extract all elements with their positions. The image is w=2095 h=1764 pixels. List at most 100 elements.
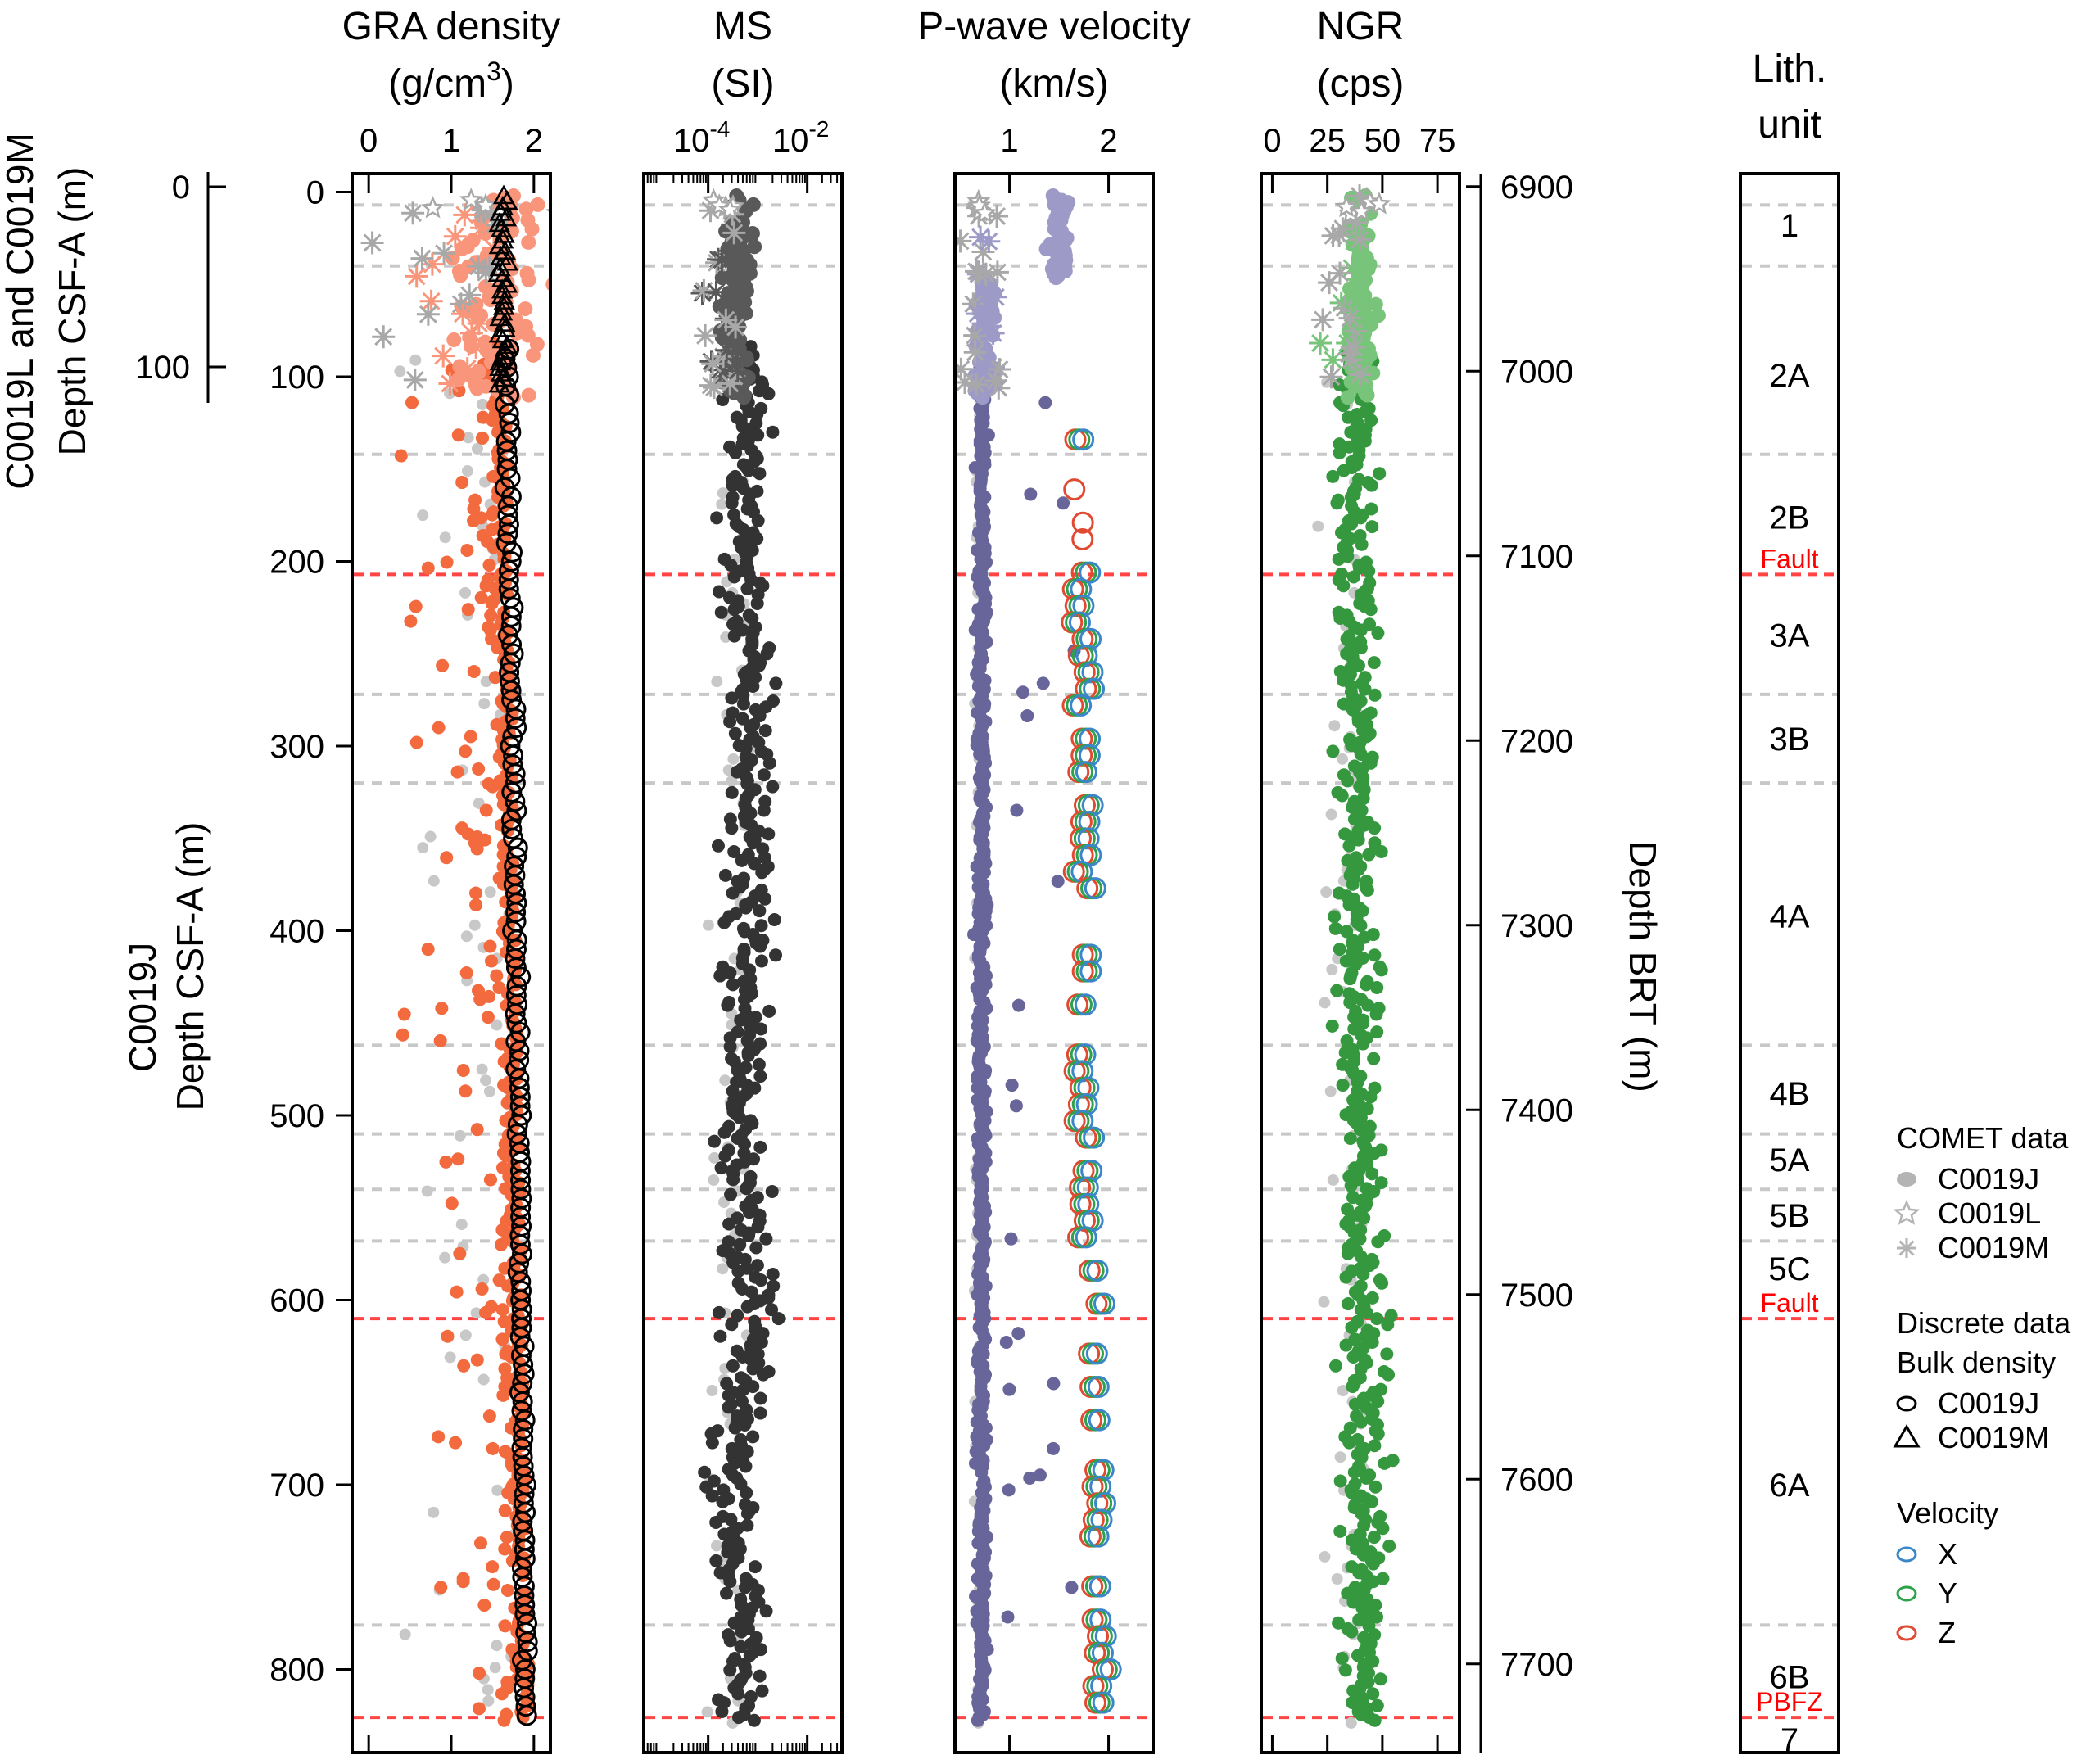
upper-axis-label-hole: C0019L and C0019M xyxy=(0,133,41,490)
comet-point-c0019j xyxy=(740,1034,754,1047)
comet-point-c0019j xyxy=(715,1704,729,1718)
comet-point-c0019j xyxy=(1354,1415,1368,1429)
comet-point-c0019j xyxy=(1333,1474,1347,1488)
comet-point-c0019m xyxy=(529,337,545,352)
comet-gray-point xyxy=(1312,520,1324,532)
comet-point-c0019j xyxy=(716,1495,730,1508)
comet-point-c0019j xyxy=(1364,478,1378,492)
comet-point-c0019j xyxy=(1339,1270,1353,1284)
lith-unit-label: 6A xyxy=(1770,1468,1810,1504)
lith-unit-label: 2B xyxy=(1770,500,1810,536)
velocity-x xyxy=(1088,1409,1111,1432)
comet-point-c0019j xyxy=(1371,1427,1385,1441)
asterisk-c0019m xyxy=(722,221,746,245)
asterisk-c0019m xyxy=(718,372,742,396)
comet-point-c0019j xyxy=(731,1687,745,1701)
comet-point-c0019j xyxy=(750,596,764,610)
comet-point-c0019j xyxy=(1354,919,1368,933)
comet-point-c0019j xyxy=(500,1531,514,1545)
comet-point-c0019j xyxy=(741,464,755,477)
comet-gray-point xyxy=(480,1074,492,1087)
comet-point-c0019j xyxy=(753,1669,767,1683)
legend-velocity-circle-icon xyxy=(1896,1546,1917,1563)
brt-axis-label: Depth BRT (m) xyxy=(1622,840,1664,1092)
velocity-x xyxy=(1087,1376,1110,1399)
asterisk-c0019m xyxy=(1328,261,1351,285)
comet-point-c0019j xyxy=(753,467,767,481)
comet-point-c0019j xyxy=(727,629,741,643)
asterisk-c0019m xyxy=(420,252,444,276)
lith-unit-label: 2A xyxy=(1770,358,1810,394)
comet-point-c0019j xyxy=(409,599,423,613)
comet-point-c0019j xyxy=(735,712,749,726)
comet-point-c0019j xyxy=(451,428,465,442)
comet-gray-point xyxy=(1331,1573,1343,1585)
panel-data-ms xyxy=(645,188,840,1729)
comet-point-c0019j xyxy=(482,559,496,572)
comet-point-c0019m xyxy=(518,301,533,317)
comet-point-c0019j xyxy=(1371,1235,1385,1249)
star-c0019l xyxy=(972,201,997,224)
asterisk-c0019m xyxy=(416,302,440,326)
asterisk-c0019m xyxy=(722,343,746,367)
comet-point-c0019j xyxy=(734,1640,748,1653)
comet-point-c0019j xyxy=(754,1335,768,1349)
comet-point-c0019j xyxy=(1368,688,1382,702)
comet-point-c0019j xyxy=(736,697,750,711)
comet-point-c0019m xyxy=(521,272,536,287)
comet-point-c0019j xyxy=(739,901,753,915)
comet-point-c0019j xyxy=(752,1057,766,1071)
comet-point-c0019j xyxy=(475,1282,489,1296)
asterisk-c0019m xyxy=(985,260,1009,284)
asterisk-c0019m xyxy=(1339,348,1363,372)
comet-point-c0019j xyxy=(475,431,489,445)
comet-point-c0019m xyxy=(520,328,536,343)
asterisk-c0019m xyxy=(955,357,973,381)
comet-point-c0019j xyxy=(725,785,739,799)
panel-frame xyxy=(953,172,1155,1754)
brt-tick-label: 6900 xyxy=(1500,170,1573,206)
asterisk-c0019m xyxy=(403,368,427,391)
y-tick-label: 100 xyxy=(269,360,324,396)
comet-point-c0019j xyxy=(760,647,774,661)
comet-gray-point xyxy=(394,365,406,378)
comet-point-c0019j xyxy=(453,1246,467,1260)
panel-title: NGR xyxy=(1317,5,1405,48)
bulk-density-c0019m xyxy=(496,251,519,271)
velocity-x xyxy=(1092,1691,1115,1714)
comet-gray-point xyxy=(477,1273,490,1286)
comet-point-c0019j xyxy=(1370,1610,1384,1624)
velocity-x xyxy=(1079,960,1102,983)
legend-bulk-label: C0019M xyxy=(1938,1421,2049,1454)
comet-point-c0019j xyxy=(1335,1651,1349,1665)
left-depth-axis: 0 100 200 300 400 500 600 700 800 C0019J Depth CSF… xyxy=(121,175,352,1689)
panel-frame xyxy=(1260,172,1461,1754)
comet-point-c0019j xyxy=(705,1436,719,1450)
comet-gray-point xyxy=(477,1373,490,1386)
comet-point-c0019j xyxy=(762,827,776,841)
comet-point-c0019j xyxy=(726,978,740,992)
comet-point-c0019j xyxy=(718,868,732,882)
comet-point-c0019j xyxy=(742,1229,756,1243)
comet-point-c0019j xyxy=(725,691,739,705)
comet-gray-point xyxy=(726,775,738,787)
comet-point-c0019m xyxy=(524,221,540,237)
comet-point-c0019j xyxy=(708,1134,722,1148)
comet-point-c0019j xyxy=(757,803,771,817)
comet-point-c0019j xyxy=(479,1305,493,1319)
velocity-x xyxy=(1075,761,1097,784)
upper-y-tick-label: 100 xyxy=(135,350,190,386)
comet-point-c0019j xyxy=(746,1430,760,1444)
legend-comet-title: COMET data xyxy=(1897,1121,2069,1155)
comet-point-c0019j xyxy=(758,892,772,906)
comet-point-c0019j xyxy=(484,608,498,622)
comet-point-c0019j xyxy=(719,1586,733,1600)
comet-point-c0019j xyxy=(725,821,739,835)
comet-point-c0019j xyxy=(756,1368,770,1382)
comet-gray-point xyxy=(444,1351,456,1364)
comet-point-c0019j xyxy=(1341,774,1355,788)
asterisk-c0019m xyxy=(988,358,1011,381)
comet-gray-point xyxy=(484,886,496,898)
asterisk-c0019m xyxy=(699,373,722,397)
comet-gray-point xyxy=(727,753,740,765)
